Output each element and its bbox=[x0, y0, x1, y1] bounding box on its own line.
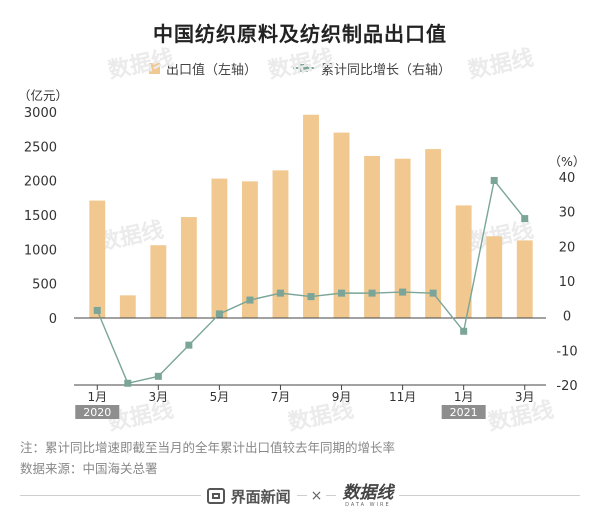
chart-axes bbox=[74, 317, 546, 390]
brand-jiemian-text: 界面新闻 bbox=[230, 487, 291, 506]
bar-4 bbox=[211, 178, 228, 318]
bar-series bbox=[89, 114, 533, 318]
line-point-4 bbox=[215, 310, 223, 318]
bar-11 bbox=[425, 149, 442, 318]
bar-2 bbox=[150, 245, 167, 318]
x-tick-label-4: 5月 bbox=[210, 390, 230, 404]
left-tick-label-6: 3000 bbox=[24, 106, 57, 121]
x-tick-label-6: 7月 bbox=[271, 390, 291, 404]
line-point-2 bbox=[154, 372, 162, 380]
left-tick-label-5: 2500 bbox=[24, 140, 57, 155]
line-point-12 bbox=[460, 327, 468, 335]
footnote-source: 数据来源：中国海关总署 bbox=[20, 461, 158, 476]
line-point-7 bbox=[307, 293, 315, 301]
bar-13 bbox=[486, 236, 503, 318]
right-tick-label-2: 0 bbox=[563, 310, 571, 325]
right-axis-unit: （%） bbox=[549, 154, 586, 169]
bar-9 bbox=[364, 155, 381, 318]
watermark-1: 数据线 bbox=[266, 45, 336, 84]
x-tick-label-2: 3月 bbox=[149, 390, 169, 404]
bar-12 bbox=[455, 205, 472, 318]
right-tick-label-3: 10 bbox=[559, 275, 576, 290]
footnote-block: 注：累计同比增速即截至当月的全年累计出口值较去年同期的增长率 数据来源：中国海关… bbox=[20, 437, 395, 479]
legend-item-bar: 出口值（左轴） bbox=[148, 59, 257, 78]
chart-canvas: 数据线数据线数据线数据线数据线数据线数据线数据线 1月3月5月7月9月11月1月… bbox=[18, 45, 585, 436]
right-tick-label-1: -10 bbox=[556, 344, 577, 359]
watermark-0: 数据线 bbox=[106, 45, 176, 84]
jiemian-logo-icon bbox=[206, 488, 225, 504]
footnote-note: 注：累计同比增速即截至当月的全年累计出口值较去年同期的增长率 bbox=[20, 440, 396, 455]
bar-5 bbox=[241, 181, 258, 318]
left-tick-label-2: 1000 bbox=[24, 243, 57, 258]
line-series bbox=[93, 176, 529, 387]
line-point-3 bbox=[185, 341, 193, 349]
bar-6 bbox=[272, 170, 289, 318]
legend-line-marker bbox=[293, 62, 315, 74]
brand-datawire-sub: DATA WIRE bbox=[345, 502, 391, 508]
footer-rule bbox=[20, 495, 580, 496]
brand-separator: × bbox=[306, 488, 327, 504]
brand-datawire: 数据线 DATA WIRE bbox=[336, 483, 400, 508]
line-point-14 bbox=[521, 215, 529, 223]
x-tick-label-14: 3月 bbox=[515, 390, 535, 404]
right-tick-label-6: 40 bbox=[559, 171, 576, 186]
x-tick-label-12: 1月 bbox=[454, 390, 474, 404]
footer-brands: 界面新闻 × 数据线 DATA WIRE bbox=[0, 476, 600, 516]
right-tick-label-4: 20 bbox=[559, 240, 576, 255]
line-point-6 bbox=[276, 289, 284, 297]
left-tick-label-0: 0 bbox=[49, 312, 57, 327]
brand-jiemian: 界面新闻 bbox=[200, 485, 297, 507]
year-label-bg-0 bbox=[75, 405, 120, 419]
chart-title: 中国纺织原料及纺织制品出口值 bbox=[153, 22, 447, 46]
bar-10 bbox=[394, 158, 411, 318]
legend-bar-swatch bbox=[148, 62, 160, 74]
line-point-0 bbox=[93, 306, 101, 314]
line-point-1 bbox=[124, 379, 132, 387]
left-axis-unit: （亿元） bbox=[18, 88, 68, 103]
line-point-8 bbox=[338, 289, 346, 297]
bar-0 bbox=[89, 200, 106, 318]
chart-legend: 出口值（左轴） 累计同比增长（右轴） bbox=[0, 58, 600, 78]
line-point-9 bbox=[368, 289, 376, 297]
x-tick-label-0: 1月 bbox=[87, 390, 107, 404]
legend-bar-label: 出口值（左轴） bbox=[165, 62, 257, 78]
bar-7 bbox=[303, 114, 319, 318]
x-tick-label-8: 9月 bbox=[332, 390, 352, 404]
legend-line-label: 累计同比增长（右轴） bbox=[321, 62, 452, 78]
line-point-10 bbox=[399, 288, 407, 296]
x-tick-label-10: 11月 bbox=[389, 390, 416, 404]
year-label-1: 2021 bbox=[450, 406, 478, 419]
left-tick-label-1: 500 bbox=[32, 278, 57, 293]
bar-1 bbox=[119, 295, 136, 318]
year-label-bg-1 bbox=[441, 405, 486, 419]
line-point-5 bbox=[246, 296, 254, 304]
watermark-2: 数据线 bbox=[466, 45, 536, 84]
line-point-11 bbox=[429, 289, 437, 297]
left-tick-label-3: 1500 bbox=[24, 209, 57, 224]
right-tick-label-0: -20 bbox=[556, 379, 577, 394]
bar-8 bbox=[333, 132, 350, 318]
left-tick-label-4: 2000 bbox=[24, 175, 57, 190]
brand-datawire-logo: 数据线 bbox=[342, 483, 394, 503]
right-tick-label-5: 30 bbox=[559, 206, 576, 221]
bar-3 bbox=[180, 217, 197, 318]
bar-14 bbox=[516, 240, 533, 318]
line-point-13 bbox=[490, 176, 498, 184]
year-label-0: 2020 bbox=[83, 406, 111, 419]
legend-item-line: 累计同比增长（右轴） bbox=[293, 59, 451, 78]
